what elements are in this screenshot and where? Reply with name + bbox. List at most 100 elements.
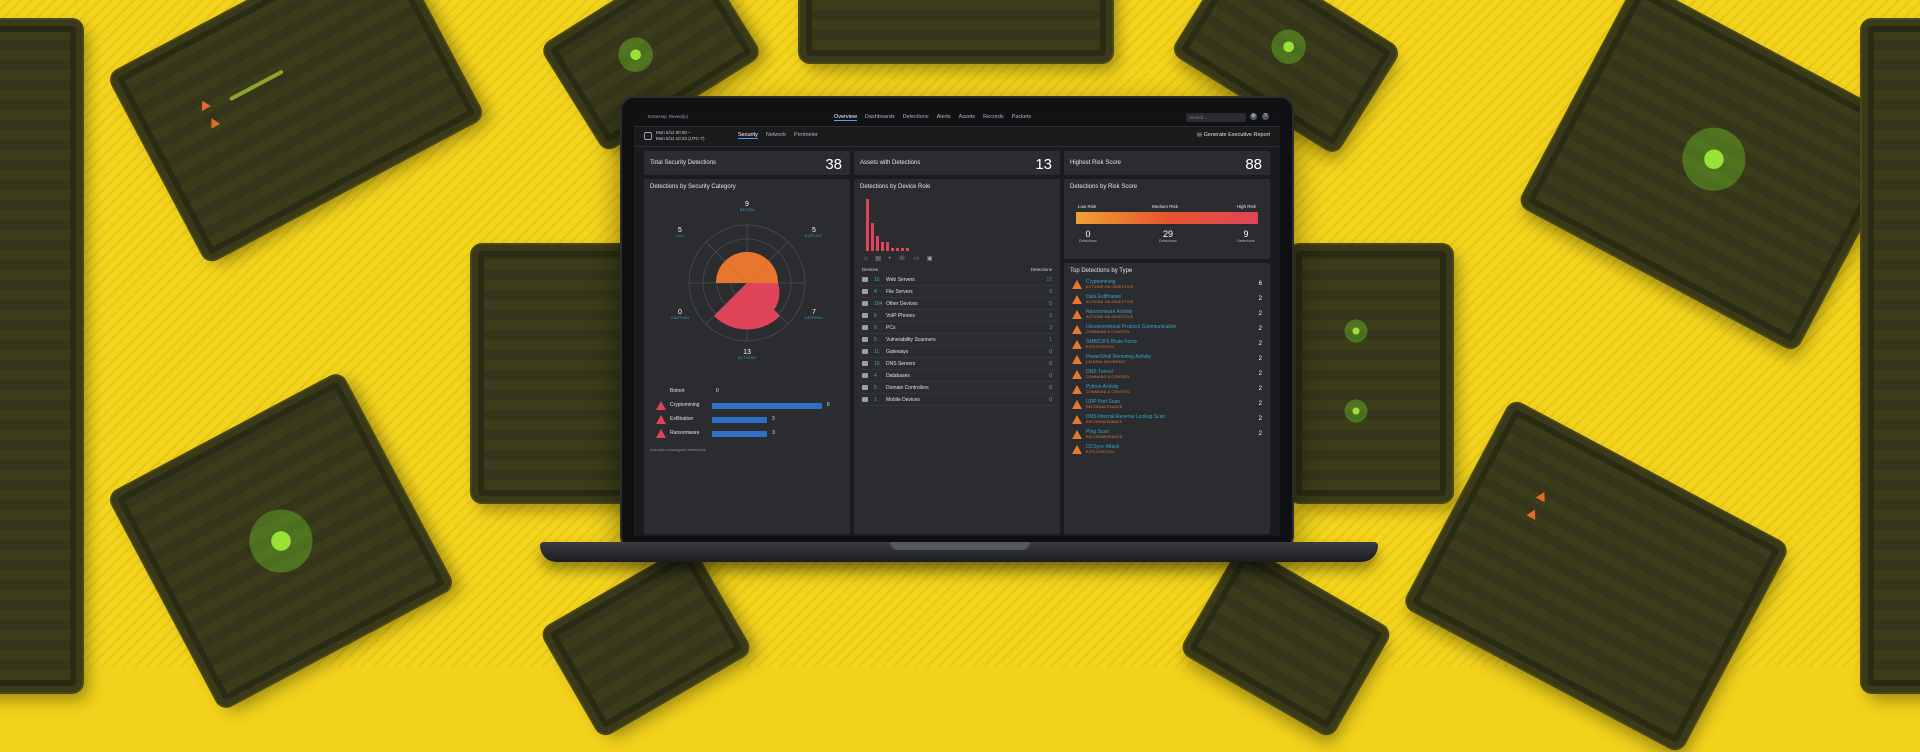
device-role-row[interactable]: 4 Databases 0 bbox=[860, 371, 1056, 382]
detection-count[interactable]: 0 bbox=[1049, 385, 1052, 391]
detection-row[interactable]: DCSync Attack EXPLOITATION bbox=[1070, 442, 1266, 457]
device-count[interactable]: 16 bbox=[874, 277, 880, 283]
tab-perimeter[interactable]: Perimeter bbox=[794, 132, 818, 138]
device-role-row[interactable]: 1 Mobile Devices 0 bbox=[860, 395, 1056, 406]
kpi-assets-with-detections[interactable]: Assets with Detections 13 bbox=[854, 151, 1060, 175]
detection-name[interactable]: DNS Tunnel bbox=[1086, 369, 1113, 375]
detection-name[interactable]: Ping Scan bbox=[1086, 429, 1109, 435]
device-count[interactable]: 1 bbox=[874, 397, 877, 403]
lateral-label[interactable]: 7 LATERAL bbox=[805, 309, 823, 320]
nav-records[interactable]: Records bbox=[983, 114, 1004, 120]
detection-count[interactable]: 17 bbox=[1046, 277, 1052, 283]
device-role-row[interactable]: 11 Gateways 0 bbox=[860, 347, 1056, 358]
device-role-row[interactable]: 10 DNS Servers 0 bbox=[860, 359, 1056, 370]
medium-risk-count[interactable]: 29 Detections bbox=[1159, 229, 1177, 243]
nav-dashboards[interactable]: Dashboards bbox=[864, 114, 895, 120]
detection-name[interactable]: UDP Port Scan bbox=[1086, 399, 1120, 405]
device-role-row[interactable]: 6 VoIP Phones 3 bbox=[860, 311, 1056, 322]
device-count[interactable]: 4 bbox=[874, 289, 877, 295]
device-role-row[interactable]: 16 Web Servers 17 bbox=[860, 275, 1056, 286]
detection-name[interactable]: Unconventional Protocol Communication bbox=[1086, 324, 1177, 330]
cc-label[interactable]: 5 C&C bbox=[675, 227, 685, 238]
detection-row[interactable]: Cryptomining ACTIONS ON OBJECTIVE 6 bbox=[1070, 277, 1266, 292]
detection-name[interactable]: PowerShell Remoting Activity bbox=[1086, 354, 1152, 360]
device-role-row[interactable]: 4 File Servers 9 bbox=[860, 287, 1056, 298]
device-count[interactable]: 4 bbox=[874, 373, 877, 379]
exploit-label[interactable]: 5 EXPLOIT bbox=[805, 227, 823, 238]
nav-assets[interactable]: Assets bbox=[958, 114, 976, 120]
detection-count[interactable]: 0 bbox=[1049, 373, 1052, 379]
device-role-bar[interactable] bbox=[901, 248, 904, 251]
settings-gear-icon[interactable]: ⚙ bbox=[1250, 113, 1257, 120]
device-role-bar[interactable] bbox=[876, 236, 879, 251]
detection-row[interactable]: DNS Internal Reverse Lookup Scan RECONNAI… bbox=[1070, 412, 1266, 427]
category-row[interactable]: Cryptomining 6 bbox=[656, 401, 830, 410]
device-count[interactable]: 8 bbox=[874, 325, 877, 331]
device-role-bar[interactable] bbox=[881, 242, 884, 251]
device-count[interactable]: 5 bbox=[874, 337, 877, 343]
high-risk-count[interactable]: 9 Detections bbox=[1237, 229, 1255, 243]
actions-label[interactable]: 13 ACTIONS bbox=[737, 349, 757, 360]
device-role-bar[interactable] bbox=[891, 248, 894, 251]
device-role-bar[interactable] bbox=[896, 248, 899, 251]
brand-logo[interactable]: ExtraHop Reveal(x) bbox=[648, 114, 689, 119]
detection-name[interactable]: SMB/CIFS Brute Force bbox=[1086, 339, 1138, 345]
detection-name[interactable]: Data Exfiltration bbox=[1086, 294, 1122, 300]
detection-row[interactable]: Data Exfiltration ACTIONS ON OBJECTIVE 2 bbox=[1070, 292, 1266, 307]
caution-label[interactable]: 0 CAUTION bbox=[670, 309, 690, 320]
device-role-bar[interactable] bbox=[886, 242, 889, 251]
device-role-row[interactable]: 104 Other Devices 5 bbox=[860, 299, 1056, 310]
search-input[interactable]: Search... bbox=[1186, 113, 1246, 122]
detection-count[interactable]: 3 bbox=[1049, 325, 1052, 331]
device-role-row[interactable]: 8 PCs 3 bbox=[860, 323, 1056, 334]
device-role-bar[interactable] bbox=[866, 199, 869, 251]
nav-alerts[interactable]: Alerts bbox=[936, 114, 951, 120]
kpi-highest-risk-score[interactable]: Highest Risk Score 88 bbox=[1064, 151, 1270, 175]
detection-count[interactable]: 0 bbox=[1049, 349, 1052, 355]
tab-network[interactable]: Network bbox=[765, 132, 787, 138]
time-range-selector[interactable]: Mon 5/11 00:00 – Mon 5/11 10:23 (UTC-7) bbox=[656, 130, 705, 141]
detection-row[interactable]: Python Activity COMMAND & CONTROL 2 bbox=[1070, 382, 1266, 397]
detection-row[interactable]: Unconventional Protocol Communication COM… bbox=[1070, 322, 1266, 337]
detection-row[interactable]: DNS Tunnel COMMAND & CONTROL 2 bbox=[1070, 367, 1266, 382]
calendar-icon[interactable] bbox=[644, 132, 652, 140]
category-row[interactable]: Exfiltration 3 bbox=[656, 415, 816, 424]
detection-row[interactable]: SMB/CIFS Brute Force EXPLOITATION 2 bbox=[1070, 337, 1266, 352]
detection-row[interactable]: PowerShell Remoting Activity LATERAL MOVE… bbox=[1070, 352, 1266, 367]
nav-overview[interactable]: Overview bbox=[834, 114, 857, 121]
detection-name[interactable]: Python Activity bbox=[1086, 384, 1119, 390]
category-row[interactable]: Botnet 0 bbox=[656, 387, 816, 396]
detection-name[interactable]: DNS Internal Reverse Lookup Scan bbox=[1086, 414, 1166, 420]
nav-packets[interactable]: Packets bbox=[1011, 114, 1032, 120]
device-icon bbox=[862, 349, 868, 354]
detection-name[interactable]: Cryptomining bbox=[1086, 279, 1116, 285]
nav-detections[interactable]: Detections bbox=[902, 114, 929, 120]
detection-count[interactable]: 1 bbox=[1049, 337, 1052, 343]
device-count[interactable]: 104 bbox=[874, 301, 883, 307]
help-icon[interactable]: ? bbox=[1262, 113, 1269, 120]
device-role-row[interactable]: 5 Vulnerability Scanners 1 bbox=[860, 335, 1056, 346]
device-role-bar[interactable] bbox=[871, 223, 874, 251]
tab-security[interactable]: Security bbox=[738, 132, 758, 139]
detection-count[interactable]: 9 bbox=[1049, 289, 1052, 295]
device-count[interactable]: 6 bbox=[874, 313, 877, 319]
category-row[interactable]: Ransomware 3 bbox=[656, 429, 816, 438]
detection-count[interactable]: 3 bbox=[1049, 313, 1052, 319]
detection-row[interactable]: Ransomware Activity ACTIONS ON OBJECTIVE 2 bbox=[1070, 307, 1266, 322]
detection-count[interactable]: 0 bbox=[1049, 397, 1052, 403]
low-risk-count[interactable]: 0 Detections bbox=[1079, 229, 1097, 243]
detection-count[interactable]: 0 bbox=[1049, 361, 1052, 367]
device-role-bar[interactable] bbox=[906, 248, 909, 251]
detection-row[interactable]: Ping Scan RECONNAISSANCE 2 bbox=[1070, 427, 1266, 442]
device-count[interactable]: 11 bbox=[874, 349, 880, 355]
detection-name[interactable]: Ransomware Activity bbox=[1086, 309, 1133, 315]
detection-count[interactable]: 5 bbox=[1049, 301, 1052, 307]
device-count[interactable]: 5 bbox=[874, 385, 877, 391]
device-role-row[interactable]: 5 Domain Controllers 0 bbox=[860, 383, 1056, 394]
generate-report-button[interactable]: Generate Executive Report bbox=[1197, 132, 1270, 138]
detection-name[interactable]: DCSync Attack bbox=[1086, 444, 1120, 450]
kpi-total-detections[interactable]: Total Security Detections 38 bbox=[644, 151, 850, 175]
detection-row[interactable]: UDP Port Scan RECONNAISSANCE 2 bbox=[1070, 397, 1266, 412]
recon-label[interactable]: 9 RECON bbox=[739, 201, 755, 212]
device-count[interactable]: 10 bbox=[874, 361, 880, 367]
